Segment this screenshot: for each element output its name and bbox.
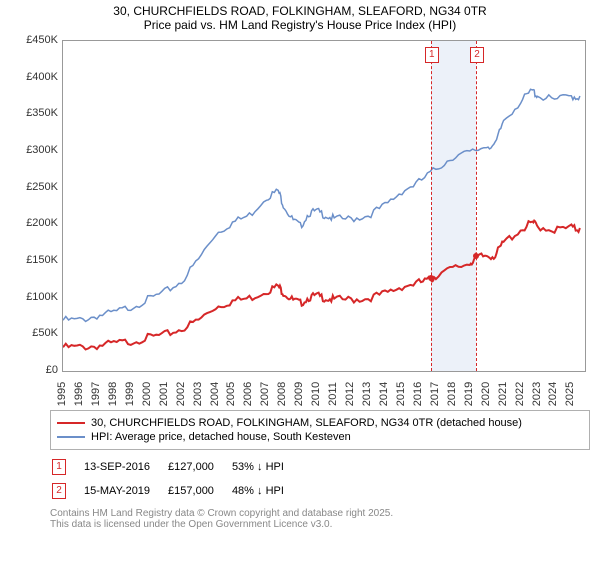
- y-tick-label: £0: [10, 364, 58, 376]
- plot-area: 12: [62, 40, 586, 372]
- x-tick-label: 2021: [497, 382, 509, 406]
- chart-container: £0 £50K £100K £150K £200K £250K £300K £350K £400…: [10, 34, 590, 404]
- sale-date: 15-MAY-2019: [84, 480, 166, 502]
- y-tick-label: £100K: [10, 291, 58, 303]
- chart-title-line2: Price paid vs. HM Land Registry's House …: [0, 18, 600, 32]
- x-tick-label: 1995: [56, 382, 68, 406]
- sale-price: £127,000: [168, 456, 230, 478]
- legend-swatch-hpi: [57, 436, 85, 438]
- legend-row-hpi: HPI: Average price, detached house, Sout…: [57, 431, 583, 443]
- y-tick-label: £400K: [10, 71, 58, 83]
- table-row: 2 15-MAY-2019£157,00048% ↓ HPI: [52, 480, 300, 502]
- y-tick-label: £150K: [10, 254, 58, 266]
- x-tick-label: 2024: [547, 382, 559, 406]
- sale-marker-line: [476, 41, 477, 371]
- legend: 30, CHURCHFIELDS ROAD, FOLKINGHAM, SLEAF…: [50, 410, 590, 450]
- x-tick-label: 2003: [192, 382, 204, 406]
- sale-dot: [428, 275, 434, 281]
- x-tick-label: 2025: [564, 382, 576, 406]
- sales-table: 1 13-SEP-2016£127,00053% ↓ HPI 2 15-MAY-201…: [50, 454, 302, 504]
- x-tick-label: 2013: [361, 382, 373, 406]
- y-tick-label: £300K: [10, 144, 58, 156]
- sale-date: 13-SEP-2016: [84, 456, 166, 478]
- x-tick-label: 2022: [514, 382, 526, 406]
- sale-dot: [473, 253, 479, 259]
- x-tick-label: 1997: [90, 382, 102, 406]
- x-tick-label: 2010: [310, 382, 322, 406]
- x-tick-label: 2017: [429, 382, 441, 406]
- sale-marker-line: [431, 41, 432, 371]
- x-tick-label: 2023: [531, 382, 543, 406]
- legend-label-hpi: HPI: Average price, detached house, Sout…: [91, 431, 351, 443]
- x-tick-label: 2006: [242, 382, 254, 406]
- sale-marker-icon: 1: [52, 459, 66, 475]
- x-tick-label: 2008: [276, 382, 288, 406]
- x-tick-label: 2004: [209, 382, 221, 406]
- x-tick-label: 2020: [480, 382, 492, 406]
- x-tick-label: 2019: [463, 382, 475, 406]
- chart-title-line1: 30, CHURCHFIELDS ROAD, FOLKINGHAM, SLEAF…: [0, 4, 600, 18]
- x-tick-label: 2014: [378, 382, 390, 406]
- y-tick-label: £450K: [10, 34, 58, 46]
- series-svg: [63, 41, 585, 371]
- y-tick-label: £350K: [10, 107, 58, 119]
- footnote-line2: This data is licensed under the Open Gov…: [50, 519, 590, 530]
- legend-swatch-price: [57, 422, 85, 424]
- x-tick-label: 2011: [327, 382, 339, 406]
- x-tick-label: 2018: [446, 382, 458, 406]
- table-row: 1 13-SEP-2016£127,00053% ↓ HPI: [52, 456, 300, 478]
- sale-marker-box: 2: [470, 47, 484, 63]
- footnote-line1: Contains HM Land Registry data © Crown c…: [50, 508, 590, 519]
- x-tick-label: 2005: [225, 382, 237, 406]
- x-tick-label: 2002: [175, 382, 187, 406]
- x-tick-label: 2001: [158, 382, 170, 406]
- sale-change: 48% ↓ HPI: [232, 480, 300, 502]
- sale-marker-icon: 2: [52, 483, 66, 499]
- series-hpi: [63, 89, 580, 321]
- x-tick-label: 2000: [141, 382, 153, 406]
- x-tick-label: 2015: [395, 382, 407, 406]
- x-tick-label: 2009: [293, 382, 305, 406]
- x-tick-label: 2007: [259, 382, 271, 406]
- footnote: Contains HM Land Registry data © Crown c…: [50, 508, 590, 530]
- sale-price: £157,000: [168, 480, 230, 502]
- y-tick-label: £200K: [10, 217, 58, 229]
- legend-label-price: 30, CHURCHFIELDS ROAD, FOLKINGHAM, SLEAF…: [91, 417, 522, 429]
- x-tick-label: 1999: [124, 382, 136, 406]
- y-tick-label: £250K: [10, 181, 58, 193]
- y-tick-label: £50K: [10, 327, 58, 339]
- x-tick-label: 1998: [107, 382, 119, 406]
- sale-change: 53% ↓ HPI: [232, 456, 300, 478]
- x-tick-label: 2012: [344, 382, 356, 406]
- x-tick-label: 2016: [412, 382, 424, 406]
- sale-marker-box: 1: [425, 47, 439, 63]
- legend-row-price: 30, CHURCHFIELDS ROAD, FOLKINGHAM, SLEAF…: [57, 417, 583, 429]
- series-price_paid: [63, 221, 580, 350]
- x-tick-label: 1996: [73, 382, 85, 406]
